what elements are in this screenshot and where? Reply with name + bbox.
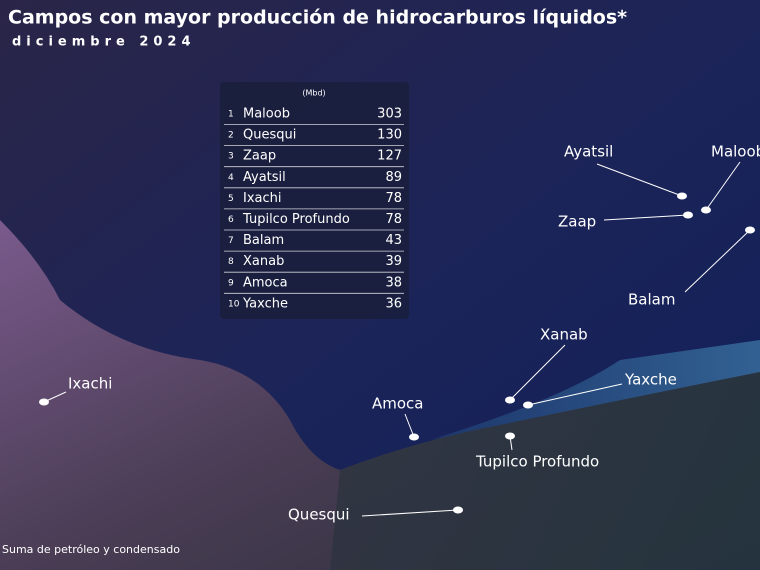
field-value: 127 <box>377 149 402 164</box>
field-value: 130 <box>377 128 402 143</box>
leaders <box>39 161 755 517</box>
rank: 10 <box>228 299 240 309</box>
leader-line <box>527 383 623 406</box>
rank: 1 <box>228 110 234 120</box>
labels: Ayatsil Maloob Zaap Balam Xanab Yaxche Amoca Tu… <box>68 143 760 524</box>
rank: 3 <box>228 152 234 162</box>
field-shape <box>701 206 711 214</box>
field-shape <box>409 433 419 441</box>
land-east <box>330 372 760 570</box>
field-shape <box>505 432 515 440</box>
rank: 9 <box>228 278 234 288</box>
field-name: Yaxche <box>242 296 288 311</box>
field-name: Tupilco Profundo <box>242 212 350 227</box>
field-name: Balam <box>243 233 284 248</box>
field-name: Quesqui <box>243 128 296 143</box>
field-shape <box>523 401 533 409</box>
rank: 5 <box>228 194 234 204</box>
field-name: Maloob <box>243 107 290 122</box>
field-shape <box>677 192 687 200</box>
field-label: Yaxche <box>624 371 677 389</box>
field-value: 39 <box>385 254 402 269</box>
leader-line <box>404 413 415 438</box>
rank: 2 <box>228 131 234 141</box>
field-label: Maloob <box>711 143 760 161</box>
field-name: Zaap <box>243 149 276 164</box>
field-shape <box>683 211 693 219</box>
table-unit: (Mbd) <box>302 89 325 98</box>
field-label: Tupilco Profundo <box>475 453 599 471</box>
field-label: Xanab <box>540 326 588 344</box>
field-label: Ayatsil <box>564 143 613 161</box>
footnote: Suma de petróleo y condensado <box>2 543 180 556</box>
field-value: 36 <box>385 296 402 311</box>
field-value: 78 <box>385 191 402 206</box>
rank: 4 <box>228 173 234 183</box>
field-name: Amoca <box>243 275 288 290</box>
field-label: Zaap <box>558 213 596 231</box>
title: Campos con mayor producción de hidrocarb… <box>8 7 627 29</box>
field-value: 38 <box>385 275 402 290</box>
field-label: Balam <box>628 291 675 309</box>
rank: 6 <box>228 215 234 225</box>
field-name: Ixachi <box>243 191 282 206</box>
leader-line <box>509 344 566 401</box>
leader-line <box>603 214 689 221</box>
field-shape <box>39 398 49 406</box>
rank: 8 <box>228 257 234 267</box>
field-shape <box>505 396 515 404</box>
table-panel <box>220 82 409 319</box>
field-label: Ixachi <box>68 375 112 393</box>
field-shape <box>453 506 463 514</box>
field-name: Ayatsil <box>243 170 286 185</box>
leader-line <box>684 229 751 293</box>
field-name: Xanab <box>243 254 284 269</box>
rank: 7 <box>228 236 234 246</box>
leader-line <box>361 509 459 517</box>
leader-line <box>705 161 741 211</box>
field-shape <box>745 226 755 234</box>
field-label: Quesqui <box>288 506 350 524</box>
field-label: Amoca <box>372 395 424 413</box>
field-value: 78 <box>385 212 402 227</box>
leader-line <box>596 163 683 197</box>
field-value: 43 <box>385 233 402 248</box>
subtitle: diciembre 2024 <box>12 35 196 50</box>
field-value: 303 <box>377 107 402 122</box>
field-value: 89 <box>385 170 402 185</box>
